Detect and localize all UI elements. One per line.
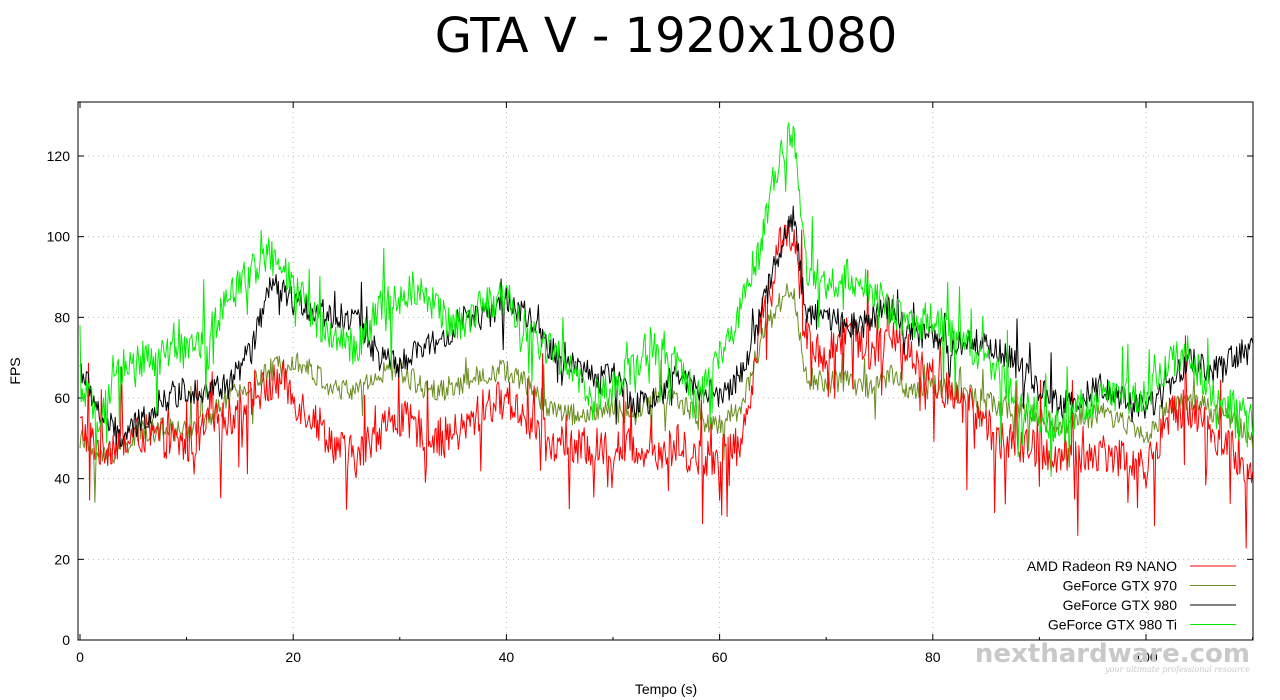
x-tick-label: 80 (925, 649, 941, 665)
legend-label: GeForce GTX 980 (1063, 597, 1178, 613)
y-tick-label: 100 (47, 229, 71, 245)
legend-label: GeForce GTX 980 Ti (1048, 617, 1177, 633)
y-tick-label: 40 (54, 471, 70, 487)
watermark-tagline: your ultimate professional resource (1104, 665, 1250, 674)
y-axis-label: FPS (7, 357, 23, 384)
legend: AMD Radeon R9 NANO GeForce GTX 970 GeForce… (1027, 558, 1236, 633)
x-tick-label: 20 (285, 649, 301, 665)
series-layer (79, 122, 1253, 549)
x-tick-label: 0 (76, 649, 84, 665)
y-tick-label: 60 (54, 390, 70, 406)
x-axis: 0 20 40 60 80 100 (76, 102, 1254, 665)
series-line-geforce-gtx-980-ti (79, 122, 1253, 477)
x-tick-label: 40 (499, 649, 515, 665)
x-axis-label: Tempo (s) (635, 681, 697, 697)
chart-title: GTA V - 1920x1080 (435, 8, 898, 64)
grid (78, 102, 1253, 640)
y-axis: 0 20 40 60 80 100 120 (47, 148, 1253, 648)
series-line-amd-radeon-r9-nano (79, 219, 1253, 549)
y-tick-label: 120 (47, 148, 71, 164)
y-tick-label: 80 (54, 309, 70, 325)
legend-label: GeForce GTX 970 (1063, 578, 1178, 594)
plot-area-frame (77, 101, 1254, 641)
legend-label: AMD Radeon R9 NANO (1027, 558, 1177, 574)
series-line-geforce-gtx-970 (79, 283, 1253, 503)
watermark-logo: nexthardware.com your ultimate professio… (975, 639, 1250, 674)
x-tick-label: 60 (712, 649, 728, 665)
series-line-geforce-gtx-980 (79, 205, 1253, 447)
y-tick-label: 0 (62, 632, 70, 648)
watermark-brand: nexthardware.com (975, 639, 1250, 669)
x-tick-label: 100 (1134, 649, 1158, 665)
y-tick-label: 20 (54, 551, 70, 567)
